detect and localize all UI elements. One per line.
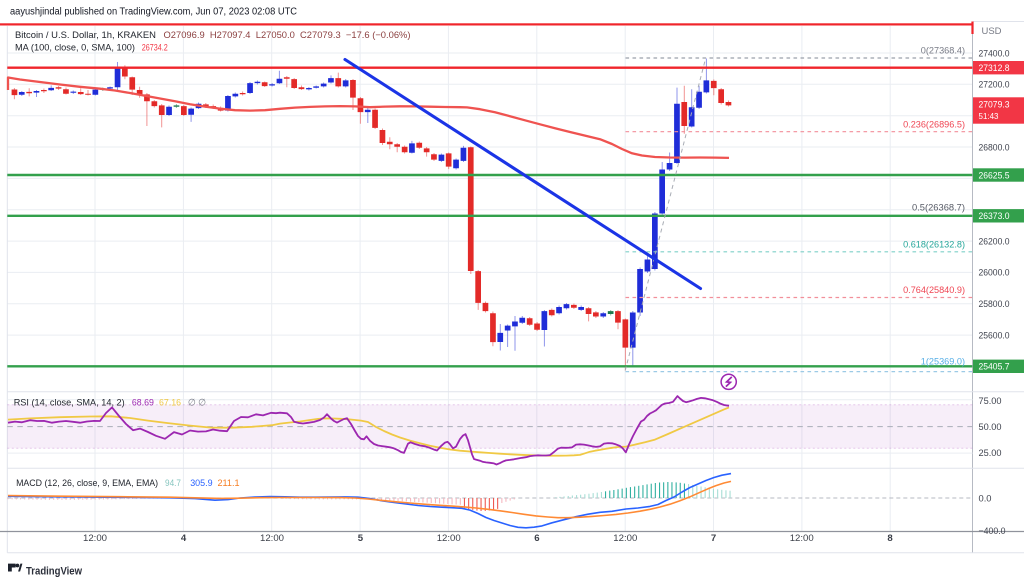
- svg-text:211.1: 211.1: [218, 478, 240, 488]
- svg-text:26200.0: 26200.0: [979, 236, 1010, 246]
- svg-text:MACD (12, 26, close, 9, EMA, E: MACD (12, 26, close, 9, EMA, EMA): [16, 478, 158, 488]
- svg-text:26625.5: 26625.5: [979, 170, 1010, 180]
- svg-text:27400.0: 27400.0: [979, 48, 1010, 58]
- svg-text:12:00: 12:00: [790, 533, 814, 544]
- svg-text:26800.0: 26800.0: [979, 142, 1010, 152]
- svg-text:27200.0: 27200.0: [979, 80, 1010, 90]
- svg-text:5: 5: [358, 533, 364, 544]
- svg-text:75.00: 75.00: [979, 396, 1002, 406]
- svg-text:Bitcoin / U.S. Dollar, 1h, KRA: Bitcoin / U.S. Dollar, 1h, KRAKEN: [15, 30, 156, 40]
- svg-text:25.00: 25.00: [979, 448, 1002, 458]
- svg-text:aayushjindal published on Trad: aayushjindal published on TradingView.co…: [10, 7, 297, 18]
- svg-text:7: 7: [711, 533, 716, 544]
- svg-text:12:00: 12:00: [83, 533, 107, 544]
- svg-text:0.236(26896.5): 0.236(26896.5): [903, 120, 965, 130]
- svg-text:4: 4: [181, 533, 187, 544]
- svg-text:25405.7: 25405.7: [979, 362, 1010, 372]
- svg-text:∅ ∅: ∅ ∅: [188, 397, 206, 407]
- svg-text:0.764(25840.9): 0.764(25840.9): [903, 285, 965, 295]
- svg-text:12:00: 12:00: [260, 533, 284, 544]
- svg-text:12:00: 12:00: [437, 533, 461, 544]
- svg-text:TradingView: TradingView: [26, 566, 82, 578]
- svg-text:MA (100, close, 0, SMA, 100): MA (100, close, 0, SMA, 100): [15, 43, 135, 53]
- svg-text:27079.3: 27079.3: [979, 100, 1010, 110]
- svg-text:94.7: 94.7: [165, 478, 181, 488]
- svg-text:50.00: 50.00: [979, 422, 1002, 432]
- svg-text:0.618(26132.8): 0.618(26132.8): [903, 240, 965, 250]
- svg-text:0(27368.4): 0(27368.4): [921, 46, 965, 56]
- svg-text:0.0: 0.0: [979, 493, 992, 503]
- svg-text:26000.0: 26000.0: [979, 268, 1010, 278]
- svg-text:0.5(26368.7): 0.5(26368.7): [912, 203, 965, 213]
- svg-text:RSI (14, close, SMA, 14, 2): RSI (14, close, SMA, 14, 2): [14, 397, 125, 407]
- svg-text:26734.2: 26734.2: [142, 43, 168, 53]
- svg-text:12:00: 12:00: [613, 533, 637, 544]
- svg-text:27312.8: 27312.8: [979, 63, 1010, 73]
- svg-text:O27096.9 H27097.4 L27050.0: O27096.9 H27097.4 L27050.0 C27079.3 −17.…: [164, 30, 411, 40]
- svg-text:6: 6: [534, 533, 539, 544]
- svg-text:1(25369.0): 1(25369.0): [921, 357, 965, 367]
- svg-text:−400.0: −400.0: [979, 526, 1006, 536]
- svg-text:8: 8: [887, 533, 893, 544]
- svg-text:51:43: 51:43: [979, 111, 999, 121]
- svg-text:67.16: 67.16: [159, 397, 181, 407]
- svg-text:68.69: 68.69: [132, 397, 154, 407]
- svg-text:USD: USD: [982, 26, 1002, 36]
- svg-text:25800.0: 25800.0: [979, 299, 1010, 309]
- svg-text:25600.0: 25600.0: [979, 330, 1010, 340]
- svg-text:305.9: 305.9: [190, 478, 212, 488]
- svg-text:26373.0: 26373.0: [979, 211, 1010, 221]
